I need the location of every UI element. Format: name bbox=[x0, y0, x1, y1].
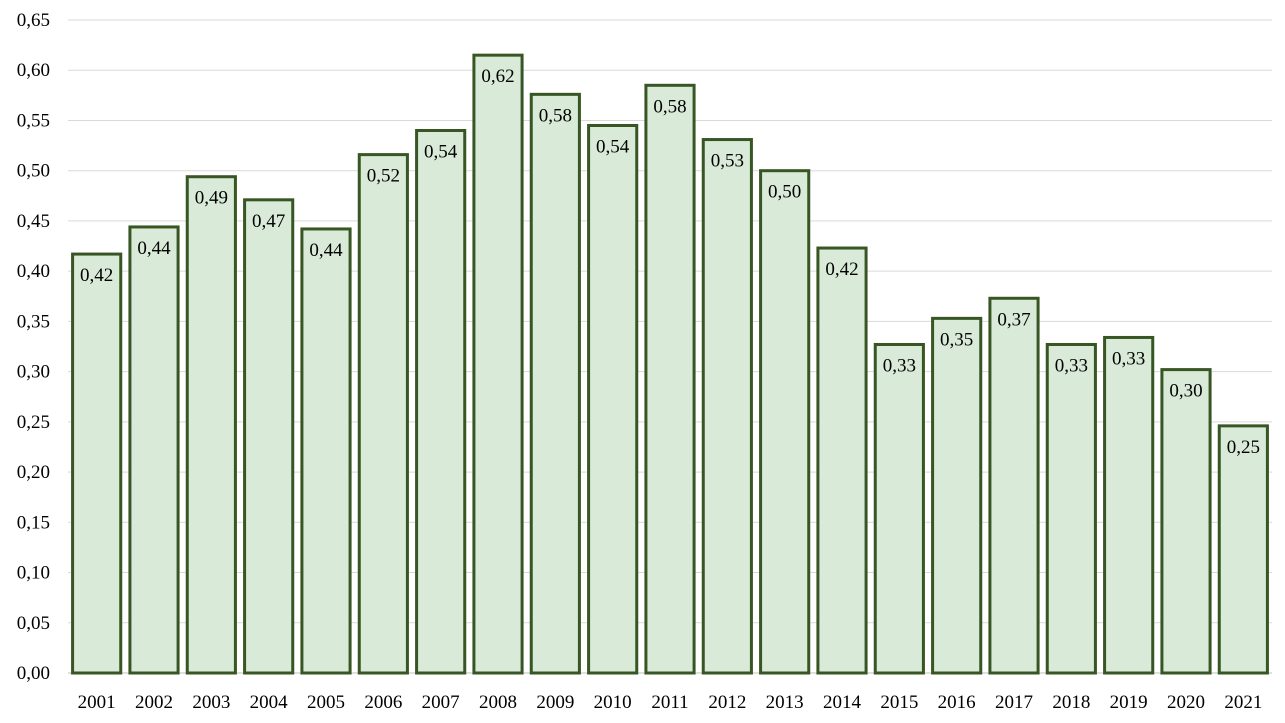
bar bbox=[415, 129, 467, 675]
data-label: 0,33 bbox=[883, 355, 916, 376]
y-tick-label: 0,45 bbox=[17, 211, 50, 232]
y-tick-label: 0,35 bbox=[17, 311, 50, 332]
x-tick-label: 2020 bbox=[1167, 692, 1205, 713]
bar bbox=[300, 227, 352, 675]
bars bbox=[71, 53, 1269, 675]
bar bbox=[1103, 335, 1155, 675]
y-tick-label: 0,60 bbox=[17, 60, 50, 81]
x-tick-label: 2012 bbox=[708, 692, 746, 713]
y-tick-label: 0,10 bbox=[17, 563, 50, 584]
data-label: 0,25 bbox=[1227, 437, 1260, 458]
y-tick-label: 0,50 bbox=[17, 161, 50, 182]
data-label: 0,42 bbox=[80, 265, 113, 286]
y-tick-label: 0,15 bbox=[17, 512, 50, 533]
bar bbox=[701, 138, 753, 675]
x-tick-label: 2006 bbox=[364, 692, 402, 713]
y-tick-label: 0,40 bbox=[17, 261, 50, 282]
bar bbox=[1217, 424, 1269, 675]
bar bbox=[873, 342, 925, 675]
data-label: 0,30 bbox=[1169, 381, 1202, 402]
bar bbox=[1160, 368, 1212, 675]
data-label: 0,44 bbox=[309, 240, 343, 261]
data-labels: 0,42 0,44 0,49 0,47 0,44 0,52 0,54 0,62 0,58 0,54… bbox=[80, 66, 1260, 458]
x-tick-label: 2010 bbox=[594, 692, 632, 713]
data-label: 0,53 bbox=[711, 151, 744, 172]
x-tick-label: 2008 bbox=[479, 692, 517, 713]
data-label: 0,52 bbox=[367, 166, 400, 187]
bar bbox=[644, 83, 696, 675]
x-tick-label: 2013 bbox=[766, 692, 804, 713]
bar bbox=[243, 198, 295, 675]
x-tick-label: 2016 bbox=[938, 692, 976, 713]
y-axis-tick-labels: 0,00 0,05 0,10 0,15 0,20 0,25 0,30 0,35 0,40 0,45… bbox=[17, 10, 50, 684]
x-tick-label: 2018 bbox=[1052, 692, 1090, 713]
data-label: 0,54 bbox=[424, 142, 458, 163]
y-tick-label: 0,05 bbox=[17, 613, 50, 634]
data-label: 0,50 bbox=[768, 182, 801, 203]
x-tick-label: 2001 bbox=[78, 692, 116, 713]
data-label: 0,35 bbox=[940, 329, 973, 350]
x-tick-label: 2003 bbox=[192, 692, 230, 713]
bar bbox=[988, 296, 1040, 675]
x-tick-label: 2004 bbox=[250, 692, 289, 713]
data-label: 0,58 bbox=[539, 105, 572, 126]
x-tick-label: 2019 bbox=[1110, 692, 1148, 713]
y-tick-label: 0,00 bbox=[17, 663, 50, 684]
bar bbox=[357, 153, 409, 675]
data-label: 0,49 bbox=[195, 188, 228, 209]
bar bbox=[185, 175, 237, 675]
bar bbox=[529, 92, 581, 675]
bar bbox=[816, 246, 868, 675]
data-label: 0,42 bbox=[825, 259, 858, 280]
y-tick-label: 0,20 bbox=[17, 462, 50, 483]
bar bbox=[1045, 342, 1097, 675]
x-tick-label: 2009 bbox=[536, 692, 574, 713]
x-tick-label: 2014 bbox=[823, 692, 862, 713]
x-tick-label: 2017 bbox=[995, 692, 1033, 713]
data-label: 0,58 bbox=[653, 96, 686, 117]
bar bbox=[472, 53, 524, 675]
x-tick-label: 2021 bbox=[1224, 692, 1262, 713]
data-label: 0,44 bbox=[137, 238, 171, 259]
bar bbox=[71, 252, 123, 675]
bar bbox=[587, 123, 639, 675]
y-tick-label: 0,25 bbox=[17, 412, 50, 433]
bar bbox=[759, 169, 811, 675]
bar bbox=[128, 225, 180, 675]
y-tick-label: 0,55 bbox=[17, 110, 50, 131]
x-tick-label: 2015 bbox=[880, 692, 918, 713]
x-tick-label: 2005 bbox=[307, 692, 345, 713]
y-tick-label: 0,65 bbox=[17, 10, 50, 31]
data-label: 0,54 bbox=[596, 136, 630, 157]
data-label: 0,33 bbox=[1112, 348, 1145, 369]
data-label: 0,33 bbox=[1055, 355, 1088, 376]
data-label: 0,62 bbox=[481, 66, 514, 87]
data-label: 0,37 bbox=[997, 309, 1030, 330]
x-tick-label: 2011 bbox=[651, 692, 688, 713]
x-tick-label: 2007 bbox=[422, 692, 460, 713]
x-tick-label: 2002 bbox=[135, 692, 173, 713]
x-axis-tick-labels: 2001 2002 2003 2004 2005 2006 2007 2008 2009 2010… bbox=[78, 692, 1263, 713]
y-tick-label: 0,30 bbox=[17, 362, 50, 383]
data-label: 0,47 bbox=[252, 211, 285, 232]
bar bbox=[931, 316, 983, 675]
